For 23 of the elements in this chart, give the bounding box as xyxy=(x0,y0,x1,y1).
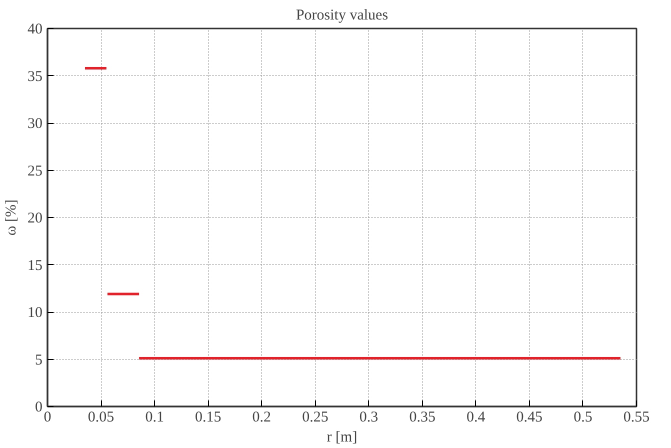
y-tick-label: 40 xyxy=(28,22,42,38)
x-tick-label: 0.25 xyxy=(302,410,328,426)
x-axis-title: r [m] xyxy=(326,430,358,446)
y-axis-title: ω [%] xyxy=(4,199,20,236)
x-tick-label: 0.1 xyxy=(145,410,164,426)
y-tick-label: 5 xyxy=(35,352,42,368)
y-tick-label: 0 xyxy=(35,400,42,416)
y-tick-label: 20 xyxy=(28,210,42,226)
x-tick-label: 0.05 xyxy=(88,410,114,426)
x-tick-label: 0.4 xyxy=(466,410,486,426)
x-tick-label: 0.2 xyxy=(252,410,272,426)
x-tick-label: 0.35 xyxy=(409,410,436,426)
x-tick-label: 0.55 xyxy=(623,410,650,426)
chart-title: Porosity values xyxy=(296,8,388,24)
x-tick-label: 0.3 xyxy=(359,410,378,426)
y-tick-label: 35 xyxy=(28,68,42,85)
x-tick-label: 0.45 xyxy=(516,410,543,426)
y-tick-label: 25 xyxy=(28,163,42,180)
y-tick-label: 15 xyxy=(28,258,42,274)
y-tick-label: 10 xyxy=(28,305,42,321)
x-tick-label: 0.5 xyxy=(574,410,592,426)
y-tick-label: 30 xyxy=(28,116,42,132)
x-tick-label: 0.15 xyxy=(195,410,222,426)
